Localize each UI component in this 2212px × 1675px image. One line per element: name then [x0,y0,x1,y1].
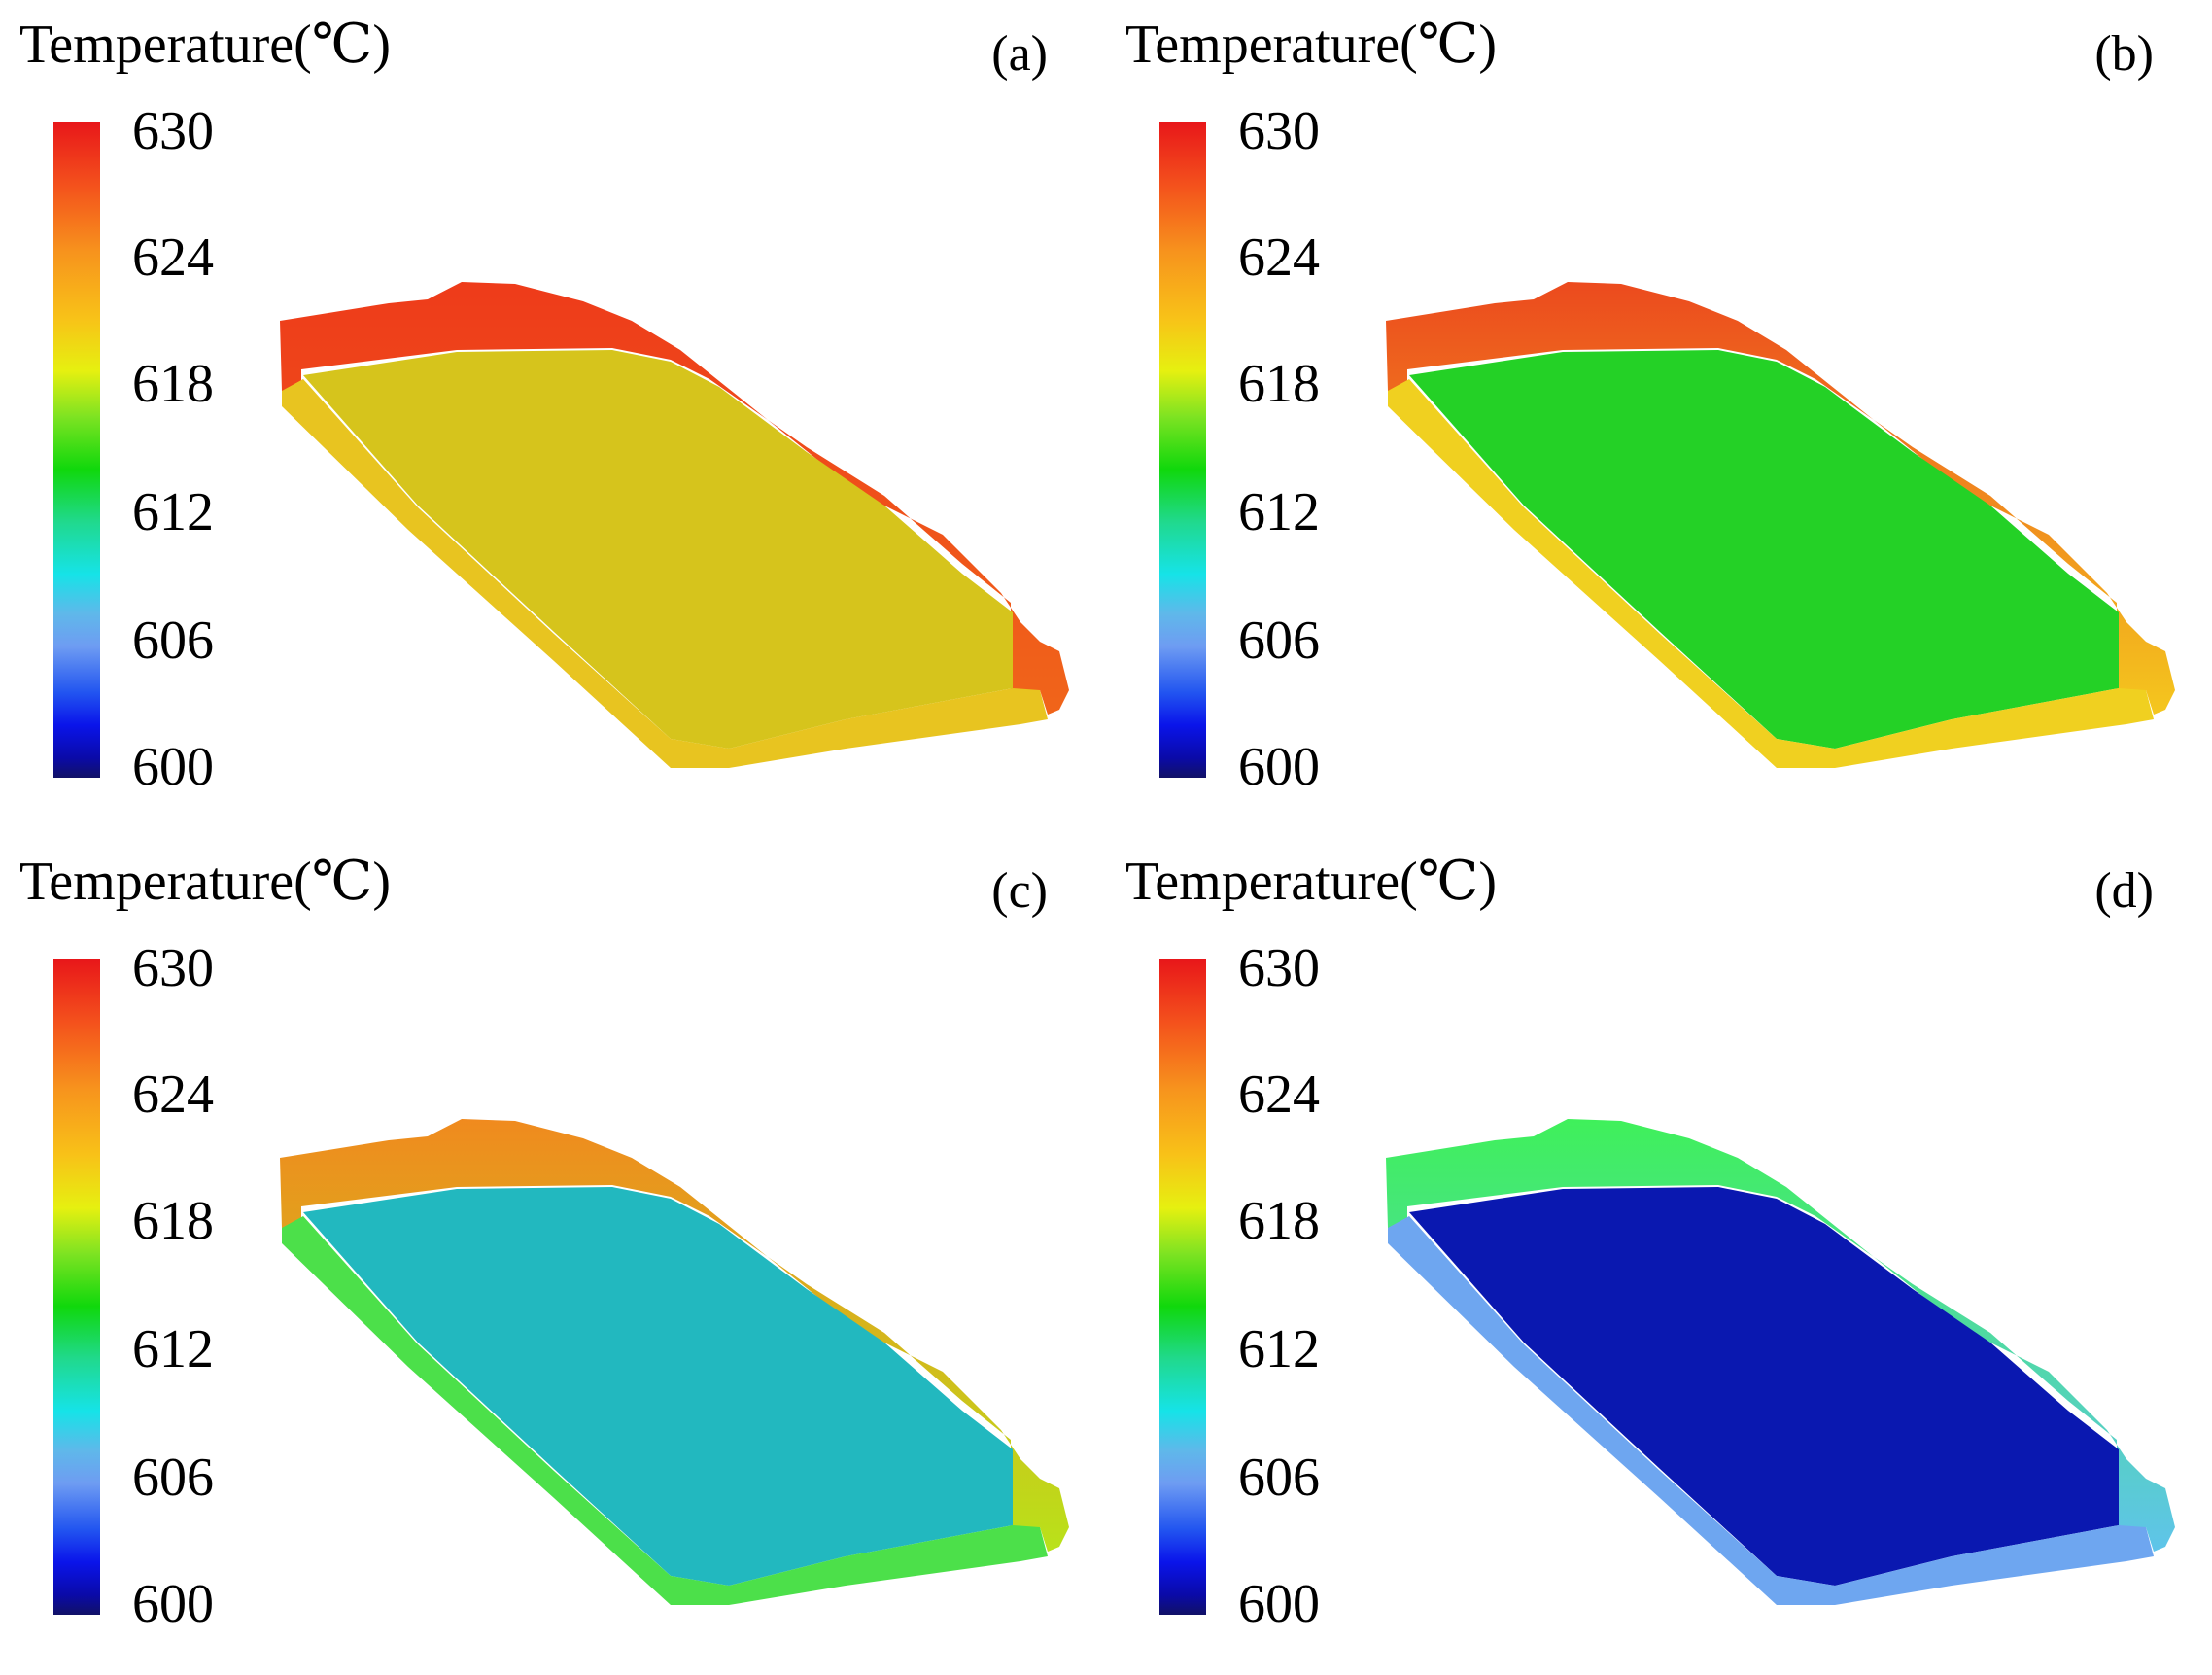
colorbar-tick: 618 [132,1191,214,1251]
panel-label: (a) [991,26,1048,82]
colorbar-tick: 624 [132,1064,214,1125]
colorbar-tick: 624 [132,227,214,288]
colorbar-tick: 618 [1238,354,1320,414]
temperature-colorbar [1159,122,1206,778]
colorbar-tick: 600 [132,1574,214,1634]
slab-rim-wall [280,282,1069,715]
slab-floor [1409,1187,2119,1586]
colorbar-tick: 612 [132,1319,214,1379]
slab-floor [1409,350,2119,749]
temperature-colorbar [53,959,100,1615]
slab-rim-wall [1386,1119,2175,1552]
colorbar-tick: 606 [1238,1448,1320,1508]
temperature-colorbar [53,122,100,778]
slab-front-edge [1388,379,2154,768]
slab-floor [303,350,1013,749]
panel-b: Temperature(℃) (b) 630 624 618 612 606 6… [1106,0,2212,837]
colorbar-tick: 624 [1238,227,1320,288]
colorbar-tick: 618 [1238,1191,1320,1251]
temperature-field-slab [1386,282,2175,768]
legend-title: Temperature(℃) [1125,852,1498,912]
panel-d: Temperature(℃) (d) 630 624 618 612 606 6… [1106,837,2212,1674]
slab-floor [303,1187,1013,1586]
colorbar-tick: 600 [1238,1574,1320,1634]
colorbar-tick: 630 [1238,938,1320,998]
panel-label: (b) [2094,26,2154,82]
colorbar-tick: 606 [132,611,214,671]
panel-c: Temperature(℃) (c) 630 624 618 612 606 6… [0,837,1106,1674]
slab-front-edge [282,379,1048,768]
colorbar-tick: 624 [1238,1064,1320,1125]
colorbar-tick: 618 [132,354,214,414]
slab-rim-wall [1386,282,2175,715]
colorbar-tick: 600 [132,737,214,797]
colorbar-tick: 630 [132,938,214,998]
slab-front-edge [1388,1216,2154,1605]
temperature-field-slab [1386,1119,2175,1605]
slab-front-edge [282,1216,1048,1605]
slab-rim-wall [280,1119,1069,1552]
panel-label: (d) [2094,863,2154,919]
legend-title: Temperature(℃) [19,15,392,75]
panel-label: (c) [991,863,1048,919]
panel-a: Temperature(℃) (a) 630 624 618 612 606 6… [0,0,1106,837]
colorbar-tick: 630 [1238,101,1320,161]
colorbar-tick: 600 [1238,737,1320,797]
temperature-field-slab [280,282,1069,768]
colorbar-tick: 612 [1238,482,1320,542]
colorbar-tick: 606 [132,1448,214,1508]
legend-title: Temperature(℃) [19,852,392,912]
colorbar-tick: 630 [132,101,214,161]
legend-title: Temperature(℃) [1125,15,1498,75]
colorbar-tick: 606 [1238,611,1320,671]
colorbar-tick: 612 [132,482,214,542]
temperature-colorbar [1159,959,1206,1615]
colorbar-tick: 612 [1238,1319,1320,1379]
temperature-field-slab [280,1119,1069,1605]
